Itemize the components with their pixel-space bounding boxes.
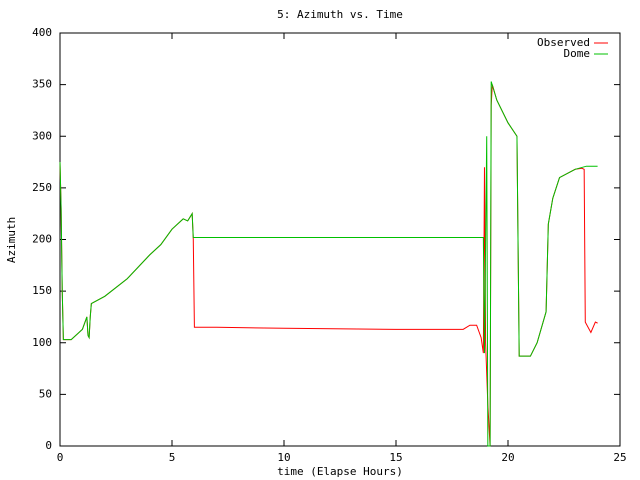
- y-tick-label: 200: [32, 233, 52, 246]
- x-tick-label: 5: [169, 451, 176, 464]
- y-tick-label: 350: [32, 78, 52, 91]
- x-tick-label: 10: [277, 451, 290, 464]
- chart-title: 5: Azimuth vs. Time: [277, 8, 403, 21]
- legend-label: Dome: [564, 47, 591, 60]
- y-tick-label: 50: [39, 387, 52, 400]
- y-tick-label: 250: [32, 181, 52, 194]
- x-tick-label: 20: [501, 451, 514, 464]
- x-tick-label: 15: [389, 451, 402, 464]
- legend-label: Observed: [537, 36, 590, 49]
- x-axis-label: time (Elapse Hours): [277, 465, 403, 478]
- y-tick-label: 100: [32, 336, 52, 349]
- y-tick-label: 400: [32, 26, 52, 39]
- series-line: [59, 81, 598, 447]
- x-tick-label: 0: [57, 451, 64, 464]
- y-tick-label: 150: [32, 284, 52, 297]
- y-tick-label: 0: [45, 439, 52, 452]
- y-axis-label: Azimuth: [5, 217, 18, 263]
- y-tick-label: 300: [32, 129, 52, 142]
- x-tick-label: 25: [613, 451, 626, 464]
